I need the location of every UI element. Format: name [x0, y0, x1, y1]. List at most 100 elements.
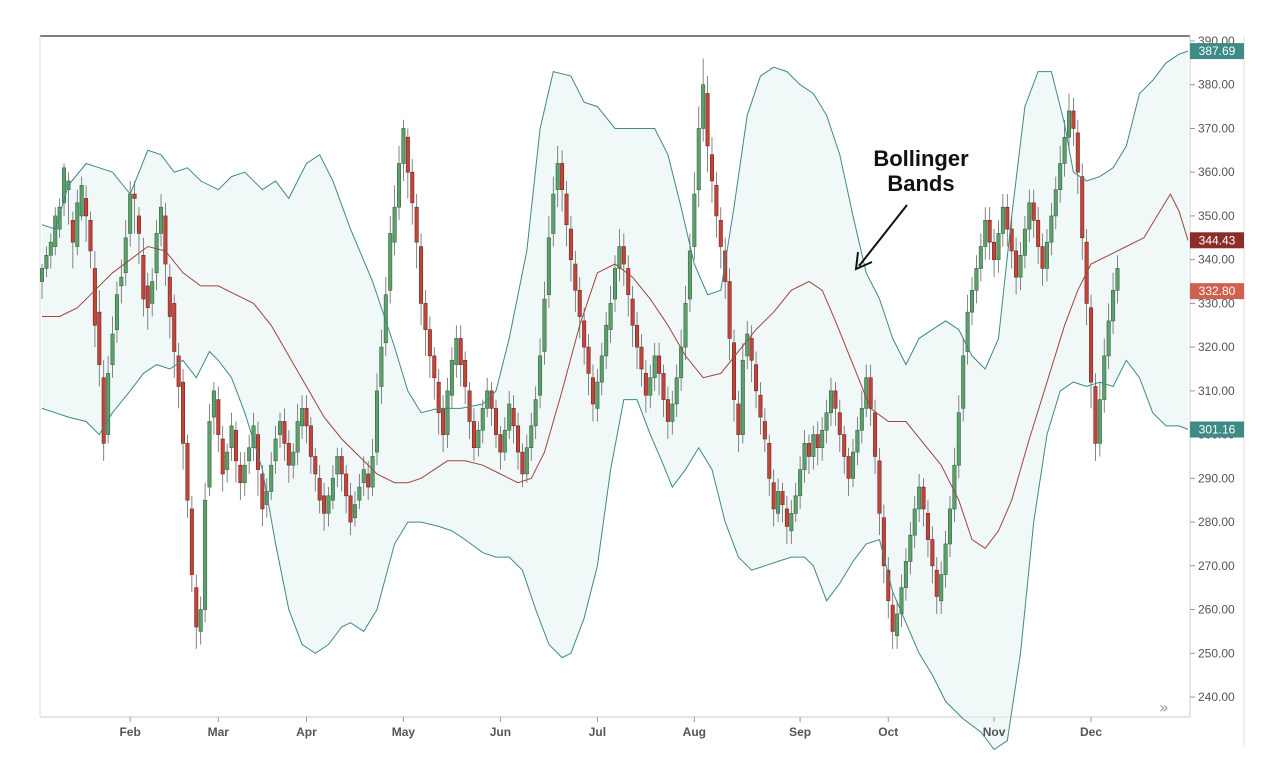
candle-up [524, 434, 529, 483]
candle-up [264, 478, 269, 518]
candle-up [555, 145, 560, 208]
candle-up [361, 456, 366, 496]
candle-up [1062, 119, 1067, 177]
candle-up [114, 281, 119, 343]
candle-up [696, 106, 701, 208]
candle-down [815, 421, 820, 466]
candle-down [220, 425, 225, 492]
candle-down [286, 430, 291, 483]
candle-up [401, 119, 406, 181]
candle-down [1014, 237, 1019, 295]
price-tag: 344.43 [1190, 232, 1244, 249]
candle-down [992, 229, 997, 278]
candle-down [313, 447, 318, 492]
candle-up [48, 233, 53, 269]
candle-up [595, 369, 600, 422]
price-tag-label: 301.16 [1199, 423, 1236, 437]
candle-down [348, 482, 353, 536]
candle-down [163, 202, 168, 286]
candle-down [405, 128, 410, 199]
candle-down [657, 342, 662, 396]
candle-up [39, 264, 44, 300]
candle-down [590, 364, 595, 422]
candle-up [903, 548, 908, 601]
candle-down [414, 194, 419, 269]
candle-up [701, 58, 706, 142]
month-label: May [392, 725, 416, 739]
month-label: Dec [1080, 725, 1102, 739]
middle-band-line [42, 193, 1189, 549]
candle-down [987, 207, 992, 260]
candle-up [683, 285, 688, 361]
candle-down [1005, 194, 1010, 247]
candle-down [877, 447, 882, 536]
candle-up [939, 561, 944, 614]
candle-down [621, 233, 626, 286]
candle-down [727, 268, 732, 361]
month-label: Mar [208, 725, 230, 739]
candle-down [70, 211, 75, 269]
y-tick-label: 320.00 [1198, 340, 1235, 354]
candle-down [520, 443, 525, 488]
scroll-right-icon[interactable]: » [1159, 698, 1169, 717]
candle-up [476, 421, 481, 457]
candle-up [974, 255, 979, 304]
candle-down [930, 526, 935, 584]
candle-up [970, 277, 975, 326]
candle-down [304, 395, 309, 444]
y-tick-label: 290.00 [1198, 471, 1235, 485]
candle-down [136, 207, 141, 265]
candle-down [185, 434, 190, 518]
candle-up [449, 347, 454, 409]
candle-up [1058, 145, 1063, 203]
candle-up [392, 185, 397, 256]
month-label: Feb [119, 725, 140, 739]
candle-down [255, 421, 260, 496]
candle-up [961, 338, 966, 422]
candle-up [295, 403, 300, 466]
candle-down [806, 434, 811, 474]
time-axis: Feb Mar Apr May Jun Jul Aug Sep Oct Nov Dec [119, 717, 1102, 739]
candle-down [344, 465, 349, 514]
candle-up [533, 386, 538, 439]
candle-up [44, 246, 49, 278]
month-label: Jul [589, 725, 606, 739]
candle-up [1053, 176, 1058, 230]
candle-down [564, 180, 569, 247]
candle-down [88, 211, 93, 269]
candle-down [771, 469, 776, 527]
y-tick-label: 270.00 [1198, 559, 1235, 573]
candle-up [57, 198, 62, 238]
candle-up [608, 285, 613, 343]
candle-up [793, 482, 798, 523]
candle-down [282, 408, 287, 461]
candle-up [943, 530, 948, 588]
candle-down [317, 465, 322, 514]
candle-up [357, 473, 362, 509]
candle-up [269, 452, 274, 501]
candle-down [493, 399, 498, 448]
lower-band-line [41, 350, 1189, 751]
candle-up [1000, 194, 1005, 247]
candle-up [75, 189, 80, 256]
candle-down [709, 137, 714, 203]
candle-up [983, 207, 988, 260]
candle-up [53, 207, 58, 256]
candle-up [397, 145, 402, 221]
candle-up [383, 277, 388, 356]
candle-down [718, 207, 723, 269]
candle-down [705, 75, 710, 173]
candle-down [1093, 373, 1098, 461]
candle-up [1018, 242, 1023, 291]
y-tick-label: 380.00 [1198, 78, 1235, 92]
candle-down [489, 382, 494, 426]
candle-down [145, 272, 150, 330]
candle-down [423, 290, 428, 356]
candle-down [84, 185, 89, 243]
candle-down [101, 360, 106, 461]
candle-down [732, 329, 737, 422]
candle-down [132, 180, 137, 234]
candle-up [198, 596, 203, 645]
candle-down [643, 360, 648, 413]
upper-band-line [41, 50, 1189, 414]
